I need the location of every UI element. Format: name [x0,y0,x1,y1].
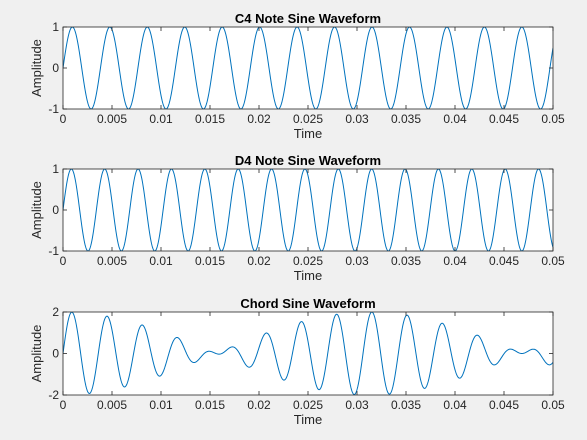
x-tick-label: 0.015 [195,112,225,126]
y-axis-label: Amplitude [29,181,44,239]
x-tick-label: 0.035 [391,112,421,126]
x-tick-label: 0.015 [195,398,225,412]
x-tick-label: 0.045 [489,398,519,412]
x-tick-label: 0.045 [489,112,519,126]
y-axis-label: Amplitude [29,325,44,383]
y-tick-label: 0 [52,61,59,75]
x-tick-label: 0.005 [97,398,127,412]
x-tick-label: 0.015 [195,254,225,268]
y-tick-label: 1 [52,162,59,176]
x-tick-label: 0.025 [293,398,323,412]
x-tick-label: 0.04 [443,398,467,412]
subplot-3: 0 0.005 0.01 0.015 0.02 0.025 0.03 0.035 0.04 0.0… [29,296,565,427]
x-tick-label: 0.04 [443,112,467,126]
y-tick-label: 1 [52,20,59,34]
x-tick-label: 0.03 [345,398,369,412]
x-tick-label: 0.03 [345,254,369,268]
x-tick-label: 0.05 [541,254,565,268]
x-tick-label: 0 [60,112,67,126]
x-axis-label: Time [294,268,322,283]
x-tick-label: 0.01 [149,398,173,412]
subplot-title: D4 Note Sine Waveform [235,153,381,168]
x-tick-label: 0.02 [247,254,271,268]
y-tick-label: -1 [48,244,59,258]
x-tick-label: 0.01 [149,254,173,268]
y-axis-label: Amplitude [29,39,44,97]
y-tick-label: -1 [48,102,59,116]
x-tick-label: 0.05 [541,398,565,412]
x-tick-label: 0.005 [97,254,127,268]
x-tick-label: 0 [60,398,67,412]
y-tick-label: 2 [52,305,59,319]
x-tick-label: 0.025 [293,254,323,268]
subplot-1: 0 0.005 0.01 0.015 0.02 0.025 0.03 0.035 0.04 0.0… [29,11,565,141]
x-tick-label: 0.045 [489,254,519,268]
x-tick-label: 0.035 [391,254,421,268]
x-tick-label: 0.035 [391,398,421,412]
axes-background [63,312,553,395]
y-tick-label: 0 [52,347,59,361]
series-line-1 [63,27,553,109]
subplot-2: 0 0.005 0.01 0.015 0.02 0.025 0.03 0.035 0.04 0.0… [29,153,565,283]
x-tick-label: 0.05 [541,112,565,126]
subplot-title: C4 Note Sine Waveform [235,11,381,26]
series-line-1 [63,312,553,395]
x-axis-label: Time [294,126,322,141]
x-tick-label: 0 [60,254,67,268]
y-tick-label: 0 [52,203,59,217]
y-tick-label: -2 [48,388,59,402]
subplot-title: Chord Sine Waveform [240,296,375,311]
x-tick-label: 0.03 [345,112,369,126]
x-tick-label: 0.01 [149,112,173,126]
x-axis-label: Time [294,412,322,427]
x-tick-label: 0.02 [247,398,271,412]
x-tick-label: 0.005 [97,112,127,126]
x-tick-label: 0.025 [293,112,323,126]
axes-background [63,27,553,109]
x-tick-label: 0.04 [443,254,467,268]
x-tick-label: 0.02 [247,112,271,126]
axes-background [63,169,553,251]
